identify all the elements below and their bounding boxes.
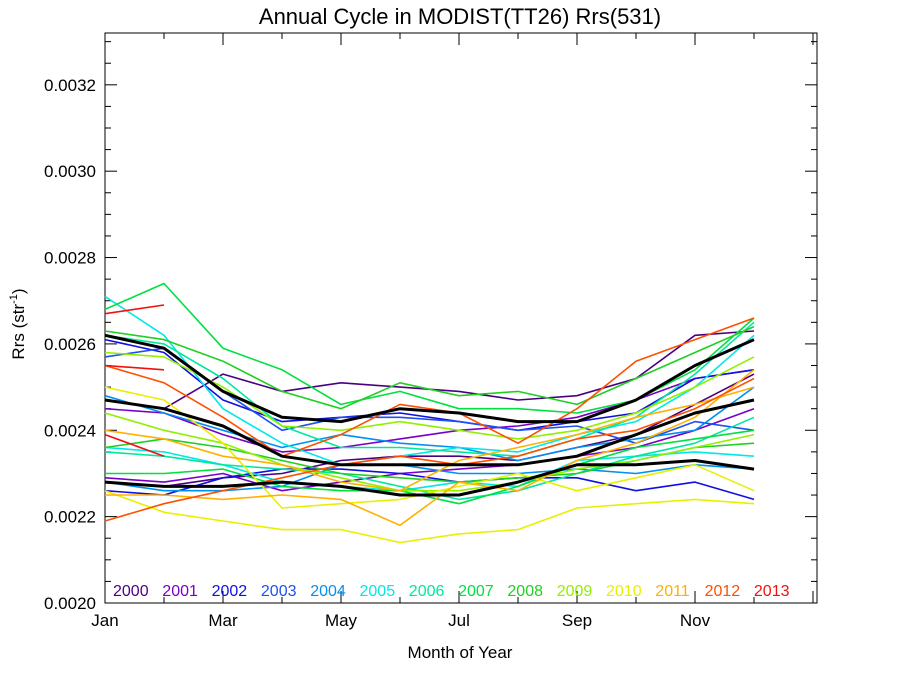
chart-title: Annual Cycle in MODIST(TT26) Rrs(531) bbox=[259, 4, 661, 29]
legend-item-2005: 2005 bbox=[360, 583, 396, 600]
series-line-2004 bbox=[104, 463, 755, 492]
series-line-mean bbox=[104, 333, 755, 424]
legend-item-2011: 2011 bbox=[655, 583, 690, 600]
y-tick-label: 0.0028 bbox=[44, 249, 96, 268]
y-tick-label: 0.0024 bbox=[44, 421, 96, 440]
y-axis-title-main: Rrs (str bbox=[9, 304, 28, 360]
x-tick-label: Nov bbox=[680, 611, 711, 630]
plot-frame bbox=[104, 32, 818, 604]
x-axis-title: Month of Year bbox=[408, 643, 513, 662]
series-line-mean bbox=[104, 459, 755, 497]
legend: 2000 2001 2002 2003 2004 2005 2006 2007 2008 2009… bbox=[113, 583, 790, 600]
axis-ticks bbox=[104, 33, 817, 604]
legend-item-2001: 2001 bbox=[162, 583, 198, 600]
series-line-2005 bbox=[104, 295, 755, 466]
y-tick-label: 0.0030 bbox=[44, 162, 96, 181]
legend-item-2007: 2007 bbox=[458, 583, 494, 600]
y-tick-label: 0.0020 bbox=[44, 594, 96, 613]
legend-item-2006: 2006 bbox=[409, 583, 445, 600]
series-line-2008 bbox=[104, 325, 755, 410]
legend-item-2012: 2012 bbox=[705, 583, 741, 600]
x-tick-label: May bbox=[325, 611, 358, 630]
legend-item-2004: 2004 bbox=[310, 583, 346, 600]
series-line-2001 bbox=[104, 407, 755, 492]
series-line-2011 bbox=[105, 369, 755, 527]
legend-item-2010: 2010 bbox=[606, 583, 642, 600]
y-axis-title-superscript: -1 bbox=[8, 294, 20, 304]
legend-item-2009: 2009 bbox=[557, 583, 593, 600]
series-line-2004 bbox=[104, 386, 755, 462]
legend-item-2000: 2000 bbox=[113, 583, 149, 600]
series-line-2013 bbox=[104, 364, 165, 371]
x-tick-labels: Jan Mar May Jul Sep Nov bbox=[91, 611, 710, 630]
series-lines bbox=[104, 282, 755, 544]
series-line-2010 bbox=[104, 386, 755, 509]
x-tick-label: Jan bbox=[91, 611, 118, 630]
y-tick-label: 0.0032 bbox=[44, 76, 96, 95]
y-tick-label: 0.0026 bbox=[44, 335, 96, 354]
y-tick-labels: 0.0020 0.0022 0.0024 0.0026 0.0028 0.0030 0.00… bbox=[44, 76, 96, 613]
legend-item-2003: 2003 bbox=[261, 583, 297, 600]
y-axis-title-close: ) bbox=[9, 288, 28, 294]
series-line-2002 bbox=[104, 468, 755, 501]
series-line-2013 bbox=[104, 304, 165, 315]
series-line-2010 bbox=[104, 489, 755, 544]
series-line-2007 bbox=[104, 282, 755, 414]
series-line-2013 bbox=[104, 433, 165, 457]
legend-item-2008: 2008 bbox=[507, 583, 543, 600]
series-line-2006 bbox=[104, 321, 755, 458]
x-tick-label: Sep bbox=[562, 611, 592, 630]
x-tick-label: Jul bbox=[448, 611, 470, 630]
series-line-2001 bbox=[104, 369, 755, 453]
y-tick-label: 0.0022 bbox=[44, 508, 96, 527]
series-line-2012 bbox=[104, 317, 755, 458]
series-line-2009 bbox=[104, 412, 755, 492]
x-tick-label: Mar bbox=[208, 611, 238, 630]
y-axis-title: Rrs (str-1) bbox=[8, 288, 28, 359]
series-line-2007 bbox=[105, 429, 755, 505]
legend-item-2013: 2013 bbox=[754, 583, 790, 600]
series-line-2002 bbox=[104, 338, 755, 432]
legend-item-2002: 2002 bbox=[212, 583, 248, 600]
series-line-mean bbox=[104, 398, 755, 467]
series-line-2011 bbox=[104, 386, 755, 492]
series-line-2012 bbox=[104, 377, 755, 522]
series-line-2009 bbox=[104, 351, 755, 440]
